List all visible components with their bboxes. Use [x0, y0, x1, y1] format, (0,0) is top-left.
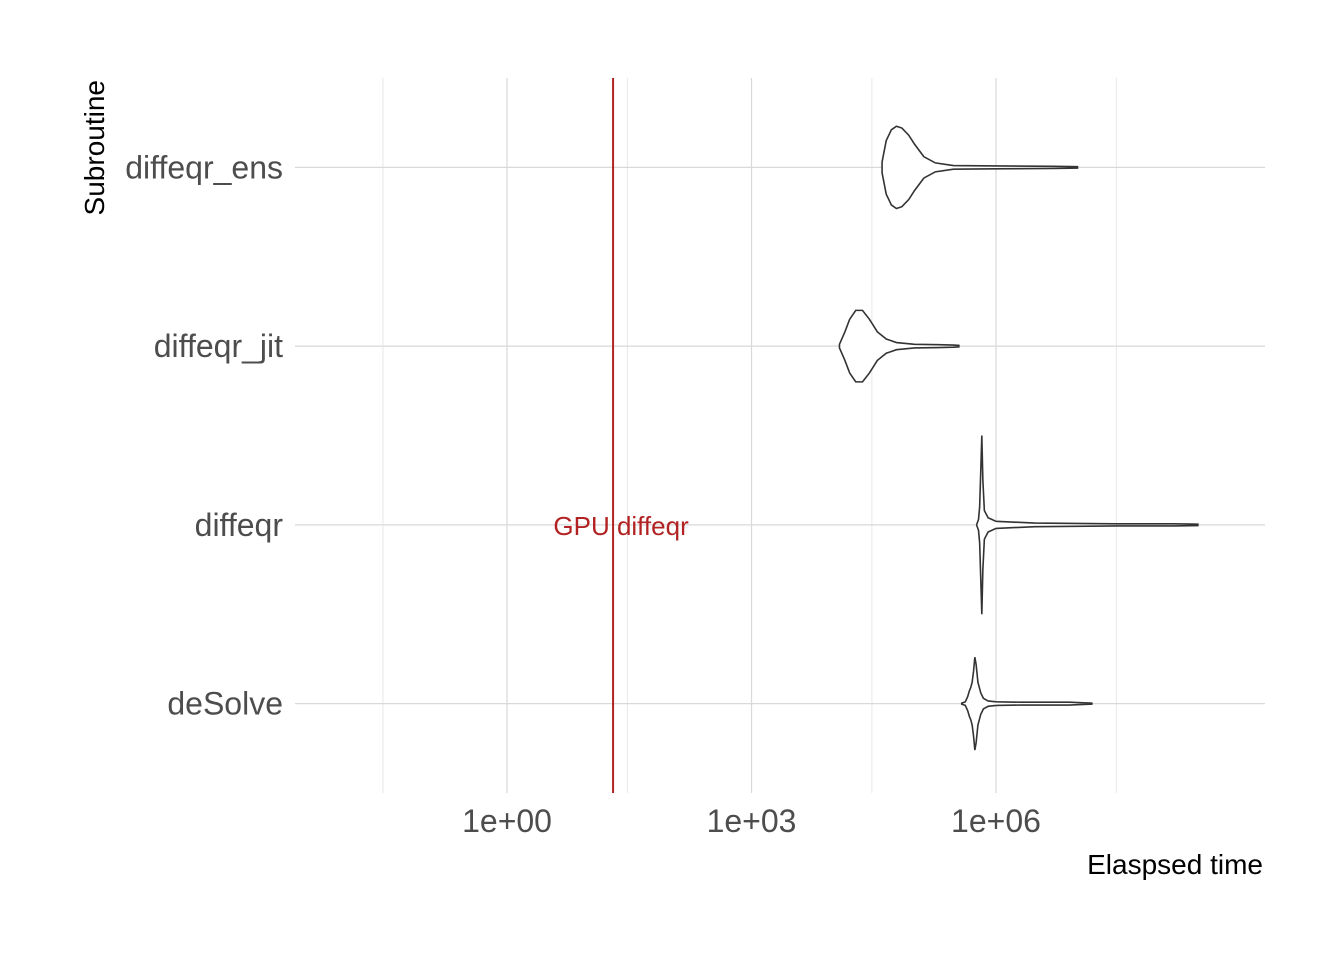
reference-line-group: GPU diffeqr — [553, 78, 689, 793]
x-tick-label: 1e+00 — [462, 803, 552, 839]
violin-diffeqr_ens — [881, 125, 1079, 210]
x-axis-title: Elaspsed time — [1087, 849, 1263, 880]
x-tick-label: 1e+03 — [707, 803, 797, 839]
grid — [295, 78, 1265, 793]
x-tick-label: 1e+06 — [951, 803, 1041, 839]
violins — [838, 125, 1199, 751]
y-tick-label-deSolve: deSolve — [167, 686, 283, 722]
y-tick-label-diffeqr_ens: diffeqr_ens — [125, 149, 283, 185]
violin-deSolve — [960, 657, 1093, 751]
y-tick-labels: deSolve diffeqr diffeqr_jit diffeqr_ens — [125, 149, 283, 721]
y-tick-label-diffeqr_jit: diffeqr_jit — [154, 328, 283, 364]
y-axis-title: Subroutine — [79, 80, 110, 215]
violin-diffeqr_jit — [838, 309, 960, 383]
x-tick-labels: 1e+00 1e+03 1e+06 — [462, 803, 1041, 839]
y-tick-label-diffeqr: diffeqr — [195, 507, 284, 543]
gpu-reference-label: GPU diffeqr — [553, 511, 689, 541]
violin-diffeqr — [975, 435, 1199, 615]
